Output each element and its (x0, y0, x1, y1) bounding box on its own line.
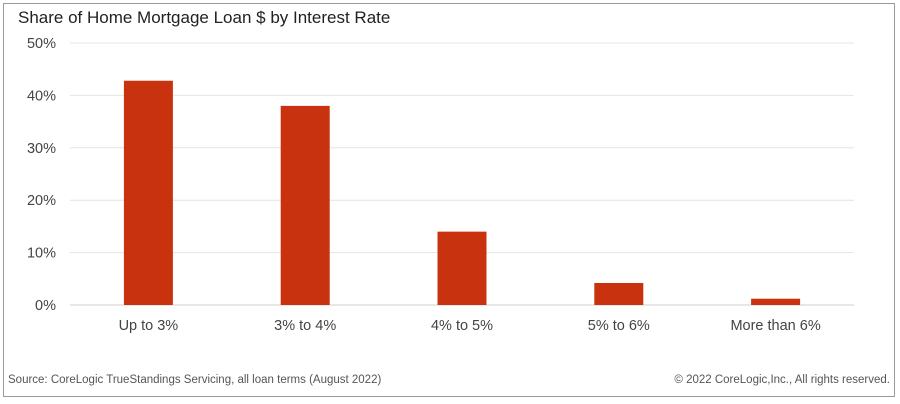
y-tick-label: 30% (27, 141, 56, 157)
y-tick-label: 10% (27, 246, 56, 262)
bar (123, 80, 173, 305)
x-tick-label: 5% to 6% (588, 318, 650, 334)
x-tick-label: Up to 3% (119, 318, 179, 334)
copyright-note: © 2022 CoreLogic,Inc., All rights reserv… (674, 374, 890, 386)
x-tick-label: 3% to 4% (274, 318, 336, 334)
bar (751, 298, 801, 305)
y-tick-label: 50% (27, 36, 56, 52)
y-tick-label: 40% (27, 88, 56, 104)
bar (437, 231, 487, 305)
source-note: Source: CoreLogic TrueStandings Servicin… (8, 374, 382, 386)
y-tick-label: 0% (35, 298, 56, 314)
bar (594, 282, 644, 305)
x-tick-label: More than 6% (730, 318, 820, 334)
x-tick-label: 4% to 5% (431, 318, 493, 334)
bar (280, 105, 330, 305)
chart-title: Share of Home Mortgage Loan $ by Interes… (18, 8, 391, 27)
y-tick-label: 20% (27, 193, 56, 209)
